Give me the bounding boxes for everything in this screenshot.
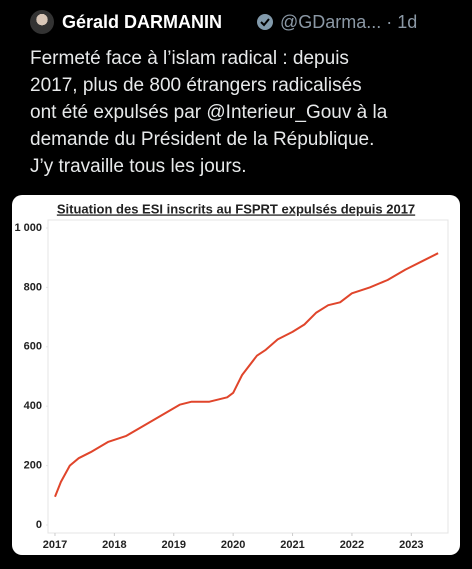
tweet-line: 2017, plus de 800 étrangers radicalisés xyxy=(30,75,362,96)
tweet-line: J’y travaille tous les jours. xyxy=(30,156,247,177)
tweet-text: Fermeté face à l’islam radical : depuis 2… xyxy=(30,45,387,180)
data-line xyxy=(54,252,439,498)
y-tick-label: 1 000 xyxy=(14,222,42,234)
chart-background xyxy=(12,195,460,555)
chart: Situation des ESI inscrits au FSPRT expu… xyxy=(12,195,460,555)
chart-title: Situation des ESI inscrits au FSPRT expu… xyxy=(57,201,415,216)
tweet-line: ont été expulsés par @Interieur_Gouv à l… xyxy=(30,102,388,123)
tweet-line: Fermeté face à l’islam radical : depuis xyxy=(30,48,349,69)
x-tick-label: 2020 xyxy=(221,539,245,551)
x-tick-label: 2022 xyxy=(340,539,364,551)
y-tick-label: 0 xyxy=(36,519,42,531)
x-tick-label: 2021 xyxy=(280,539,304,551)
plot-frame xyxy=(47,219,449,534)
verified-badge xyxy=(257,14,273,30)
x-tick-label: 2017 xyxy=(43,539,67,551)
avatar[interactable] xyxy=(30,10,54,34)
y-tick-label: 200 xyxy=(24,460,42,472)
author-name[interactable]: Gérald DARMANIN xyxy=(62,12,223,32)
x-tick-label: 2023 xyxy=(399,539,423,551)
author-meta: @GDarma... · 1d xyxy=(280,12,418,32)
x-tick-label: 2018 xyxy=(102,539,126,551)
y-tick-label: 600 xyxy=(24,341,42,353)
x-tick-label: 2019 xyxy=(162,539,186,551)
y-tick-label: 400 xyxy=(24,400,42,412)
tweet-line: demande du Président de la République. xyxy=(30,129,375,150)
y-tick-label: 800 xyxy=(24,281,42,293)
